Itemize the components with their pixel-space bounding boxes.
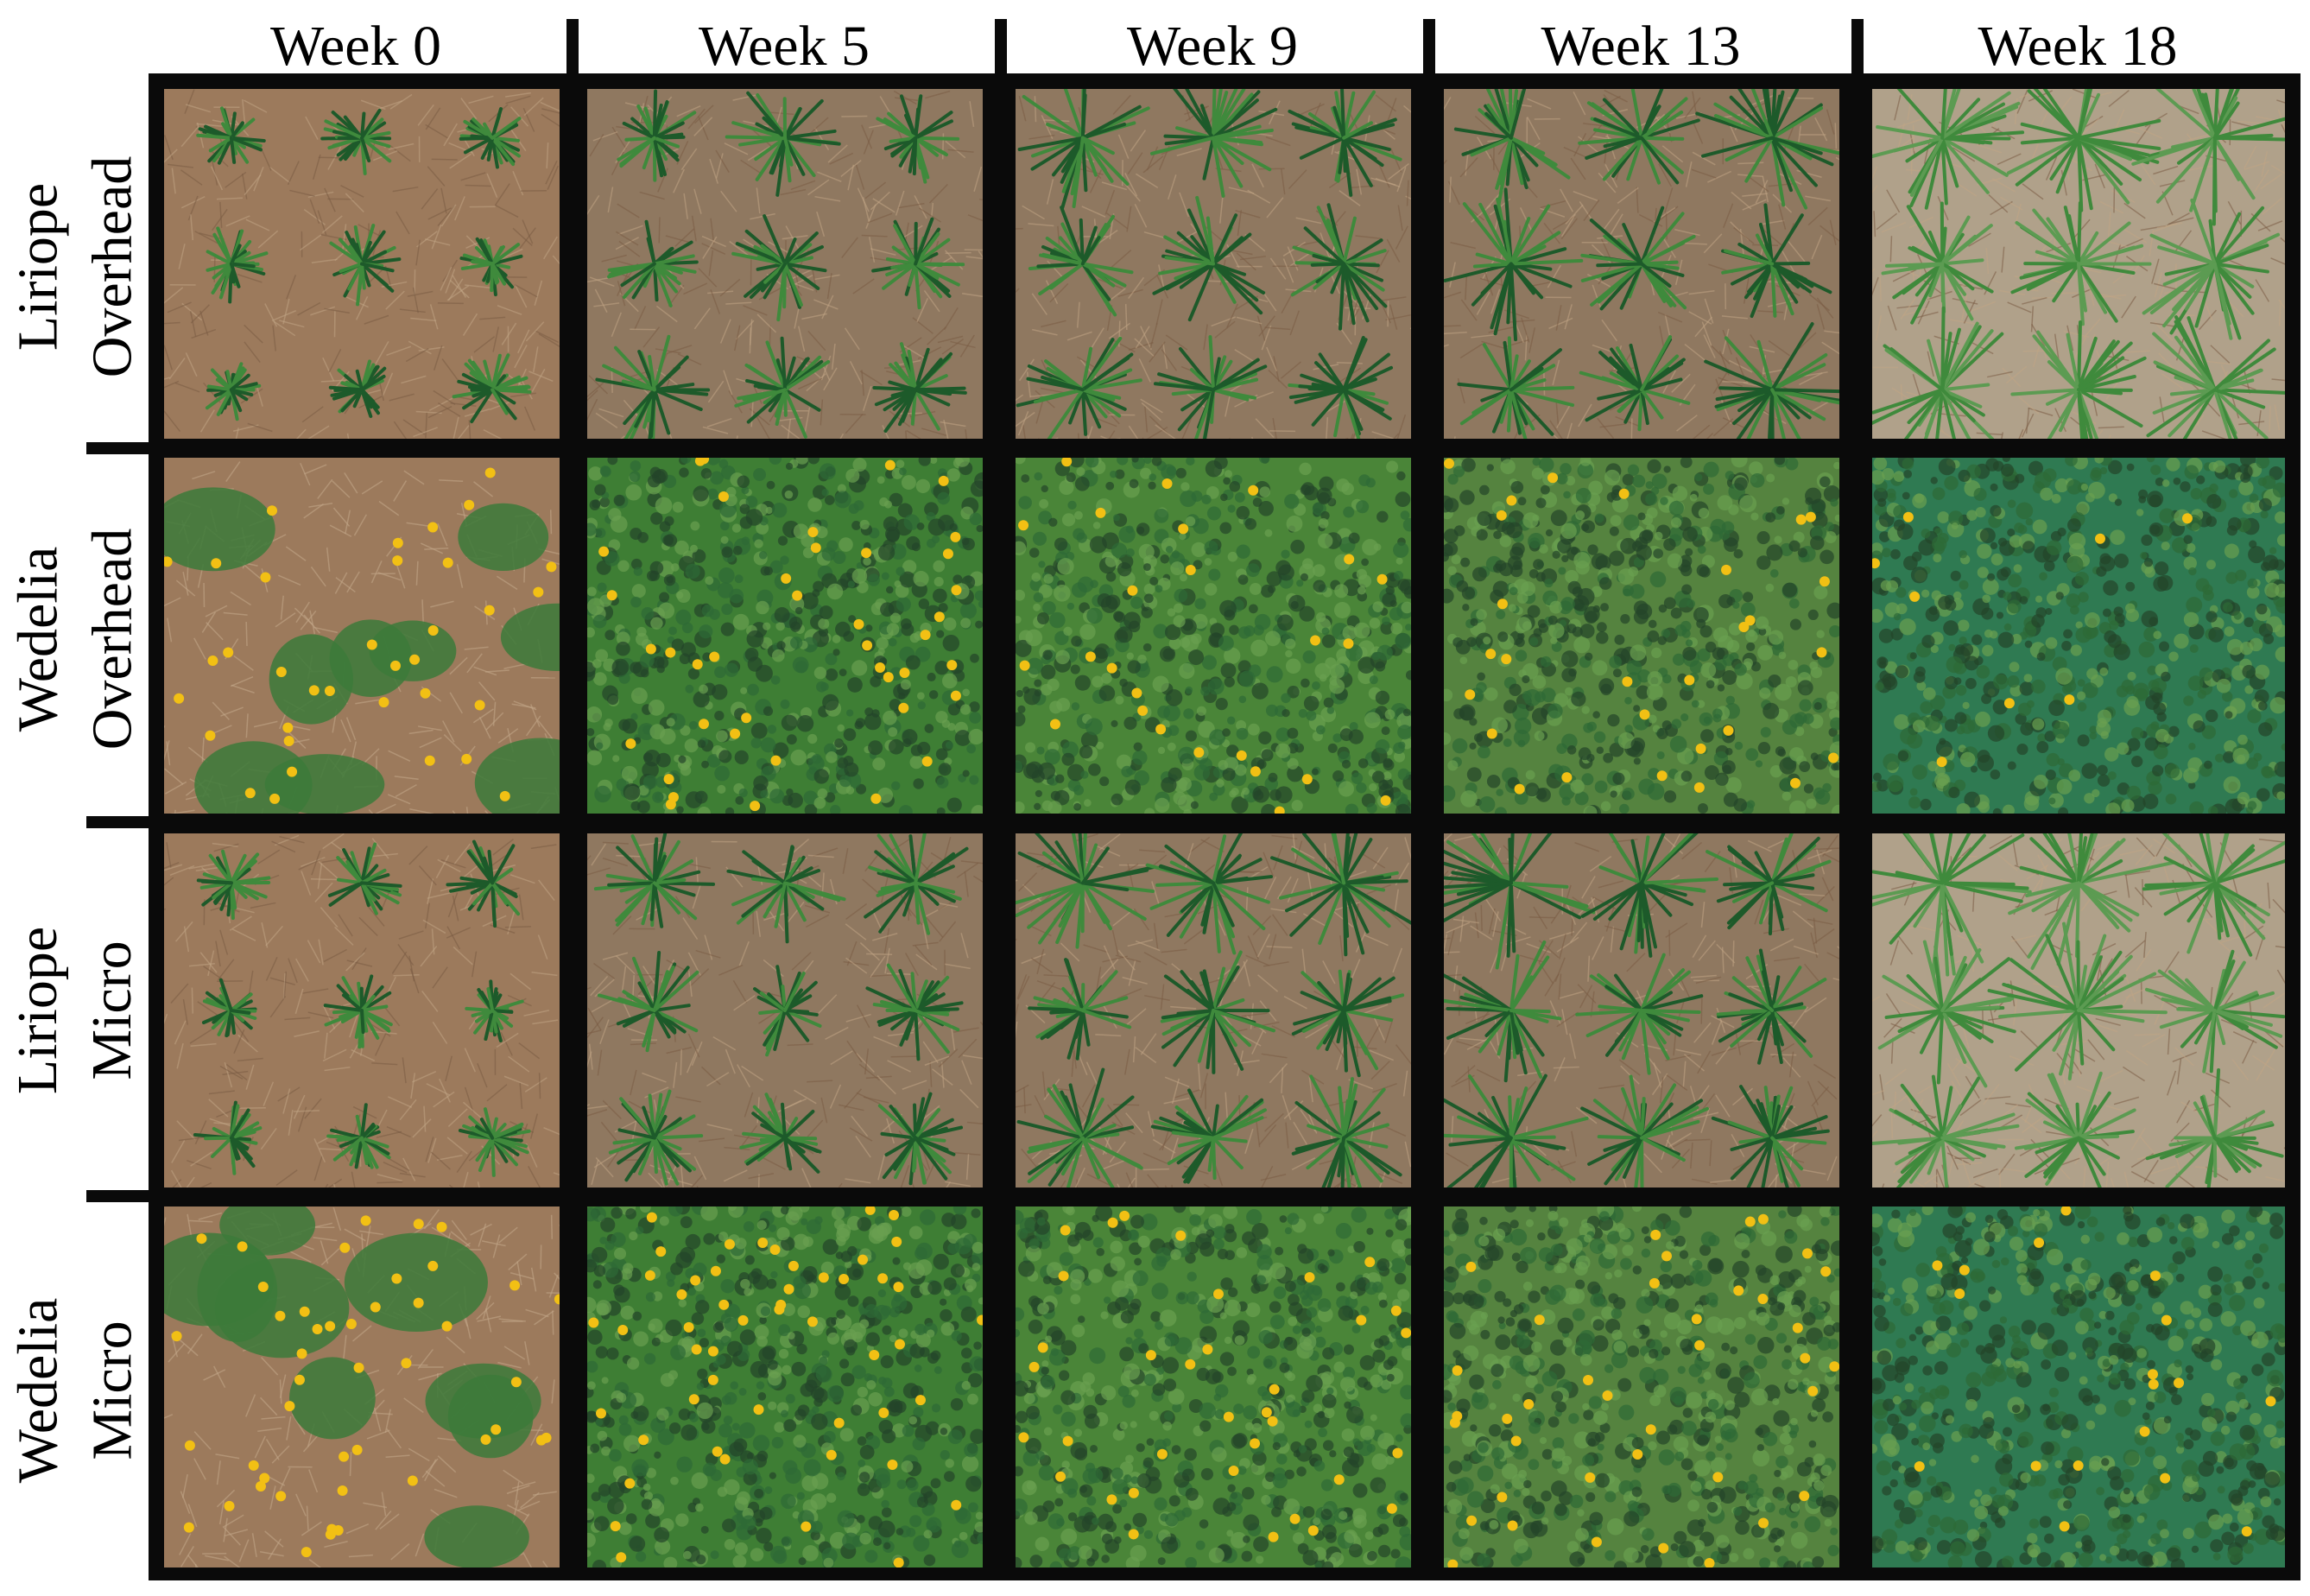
photo-cell	[1872, 89, 2285, 439]
photo-cell	[1872, 458, 2285, 814]
row-header-line1: Wedelia	[6, 546, 70, 732]
row-header-liriope-micro: Liriope Micro	[0, 829, 151, 1192]
row-header-line2: Micro	[80, 1320, 144, 1460]
photo-cell	[1016, 458, 1411, 814]
header-divider	[1423, 19, 1435, 79]
photo-cell	[587, 833, 983, 1188]
row-header-line1: Liriope	[6, 926, 70, 1095]
photo-cell	[1444, 89, 1839, 439]
column-header-week-18: Week 18	[1978, 15, 2178, 78]
photo-cell	[1444, 1206, 1839, 1568]
photo-cell	[1444, 833, 1839, 1188]
column-header-week-0: Week 0	[269, 15, 442, 78]
row-divider	[86, 816, 155, 828]
photo-grid	[149, 73, 2301, 1580]
row-header-wedelia-overhead: Wedelia Overhead	[0, 458, 151, 820]
row-divider	[86, 442, 155, 454]
row-header-liriope-overhead: Liriope Overhead	[0, 86, 151, 447]
column-header-week-13: Week 13	[1541, 15, 1741, 78]
column-header-week-9: Week 9	[1126, 15, 1299, 78]
photo-cell	[1016, 89, 1411, 439]
photo-cell	[1872, 833, 2285, 1188]
column-header-week-5: Week 5	[698, 15, 870, 78]
photo-cell	[164, 833, 560, 1188]
row-header-line1: Liriope	[6, 182, 70, 352]
photo-cell	[164, 89, 560, 439]
header-divider	[566, 19, 579, 79]
header-divider	[995, 19, 1007, 79]
photo-cell	[587, 458, 983, 814]
photo-cell	[1444, 458, 1839, 814]
photo-cell	[587, 89, 983, 439]
photo-cell	[164, 1206, 560, 1568]
header-divider	[1851, 19, 1864, 79]
row-header-line2: Micro	[80, 940, 144, 1080]
row-header-line2: Overhead	[80, 155, 144, 378]
photo-cell	[1872, 1206, 2285, 1568]
row-header-line1: Wedelia	[6, 1297, 70, 1484]
row-header-wedelia-micro: Wedelia Micro	[0, 1205, 151, 1576]
row-header-line2: Overhead	[80, 528, 144, 750]
photo-cell	[587, 1206, 983, 1568]
photo-cell	[1016, 833, 1411, 1188]
photo-cell	[1016, 1206, 1411, 1568]
photo-cell	[164, 458, 560, 814]
row-divider	[86, 1190, 155, 1202]
